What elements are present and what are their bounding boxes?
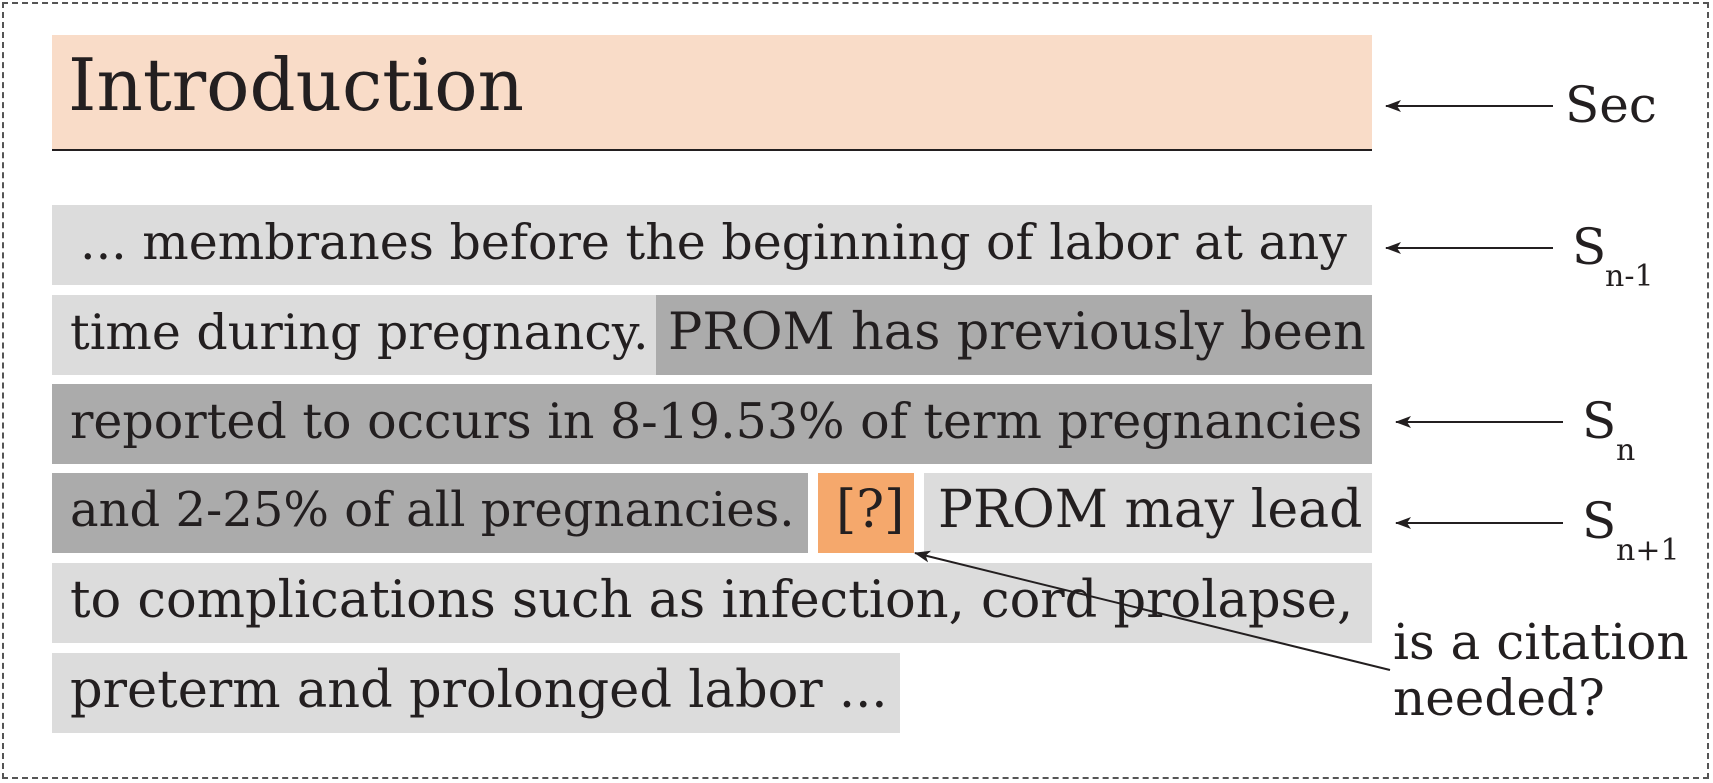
passage-line-4a: and 2-25% of all pregnancies. bbox=[70, 482, 795, 538]
passage-line-2a: time during pregnancy. bbox=[70, 303, 649, 361]
citation-marker: [?] bbox=[818, 473, 914, 553]
label-s-next: S bbox=[1582, 492, 1617, 550]
question-line-2: needed? bbox=[1393, 669, 1605, 727]
passage-line-1: ... membranes before the beginning of la… bbox=[80, 213, 1347, 271]
sentence-prev-line-1: ... membranes before the beginning of la… bbox=[52, 205, 1372, 285]
sentence-next-line-1: PROM may lead bbox=[924, 473, 1372, 553]
section-header: Introduction bbox=[52, 35, 1372, 151]
label-s-next-sub: n+1 bbox=[1616, 533, 1680, 568]
citation-marker-text: [?] bbox=[836, 480, 905, 540]
label-sec: Sec bbox=[1565, 76, 1657, 134]
passage-line-2b: PROM has previously been bbox=[668, 302, 1366, 362]
sentence-prev-line-2: time during pregnancy. bbox=[52, 295, 656, 375]
citation-question: is a citation needed? bbox=[1393, 614, 1689, 726]
passage-line-4b: PROM may lead bbox=[938, 480, 1363, 540]
sentence-target-line-3: and 2-25% of all pregnancies. bbox=[52, 473, 808, 553]
sentence-next-line-2: to complications such as infection, cord… bbox=[52, 563, 1372, 643]
sentence-next-line-3: preterm and prolonged labor ... bbox=[52, 653, 900, 733]
label-s-cur: S bbox=[1582, 392, 1617, 450]
question-line-1: is a citation bbox=[1393, 613, 1689, 671]
sentence-target-line-1: PROM has previously been bbox=[656, 295, 1372, 375]
passage-line-6: preterm and prolonged labor ... bbox=[70, 660, 888, 720]
arrow-citation-question bbox=[914, 550, 1391, 671]
section-title: Introduction bbox=[68, 43, 524, 127]
passage-line-3: reported to occurs in 8-19.53% of term p… bbox=[70, 392, 1363, 450]
label-s-prev: S bbox=[1572, 218, 1607, 276]
label-s-prev-sub: n-1 bbox=[1605, 259, 1654, 294]
passage-line-5: to complications such as infection, cord… bbox=[70, 570, 1354, 630]
label-s-cur-sub: n bbox=[1616, 433, 1636, 468]
sentence-target-line-2: reported to occurs in 8-19.53% of term p… bbox=[52, 384, 1372, 464]
